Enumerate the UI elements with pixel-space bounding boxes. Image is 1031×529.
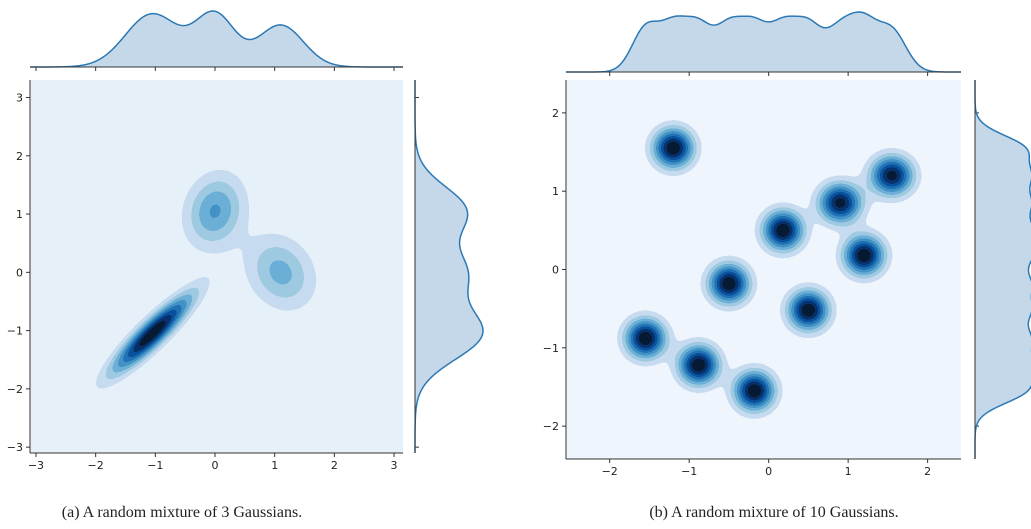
x-tick-label: −1 bbox=[681, 465, 697, 478]
x-tick-label: −1 bbox=[147, 459, 163, 472]
y-tick-label: −3 bbox=[7, 441, 23, 454]
y-tick-label: 3 bbox=[16, 91, 23, 104]
x-tick-label: 0 bbox=[212, 459, 219, 472]
right-marginal-line bbox=[414, 80, 484, 454]
right-marginal-fill bbox=[415, 80, 483, 453]
y-tick-label: 0 bbox=[552, 264, 559, 277]
y-tick-label: −2 bbox=[7, 383, 23, 396]
x-tick-label: 2 bbox=[331, 459, 338, 472]
y-tick-label: 2 bbox=[552, 107, 559, 120]
y-tick-label: 2 bbox=[16, 150, 23, 163]
y-tick-label: 1 bbox=[552, 185, 559, 198]
chart-panel-b: −2 −1 0 1 2 −2 −1 0 1 2 bbox=[543, 11, 1031, 478]
chart-panel-a: −3 −2 −1 0 1 2 3 −3 −2 −1 0 1 2 3 bbox=[7, 10, 484, 472]
y-tick-label: 1 bbox=[16, 208, 23, 221]
x-tick-label: −3 bbox=[28, 459, 44, 472]
kde-contour-map bbox=[30, 80, 403, 453]
y-tick-label: 0 bbox=[16, 266, 23, 279]
x-tick-label: 0 bbox=[765, 465, 772, 478]
right-marginal-fill bbox=[975, 80, 1031, 459]
x-tick-label: 3 bbox=[391, 459, 398, 472]
y-tick-label: −2 bbox=[543, 420, 559, 433]
x-tick-label: 2 bbox=[924, 465, 931, 478]
caption-b: (b) A random mixture of 10 Gaussians. bbox=[649, 504, 898, 521]
y-tick-label: −1 bbox=[543, 342, 559, 355]
right-marginal-line bbox=[974, 80, 1031, 459]
x-tick-label: 1 bbox=[271, 459, 278, 472]
top-marginal-fill bbox=[30, 11, 403, 67]
x-tick-label: 1 bbox=[845, 465, 852, 478]
top-marginal-line bbox=[566, 11, 962, 73]
kde-contour-map bbox=[566, 80, 961, 459]
caption-a: (a) A random mixture of 3 Gaussians. bbox=[62, 504, 302, 521]
y-tick-label: −1 bbox=[7, 325, 23, 338]
x-tick-label: −2 bbox=[88, 459, 104, 472]
top-marginal-fill bbox=[566, 12, 961, 72]
top-marginal-line bbox=[29, 10, 403, 68]
x-tick-label: −2 bbox=[602, 465, 618, 478]
